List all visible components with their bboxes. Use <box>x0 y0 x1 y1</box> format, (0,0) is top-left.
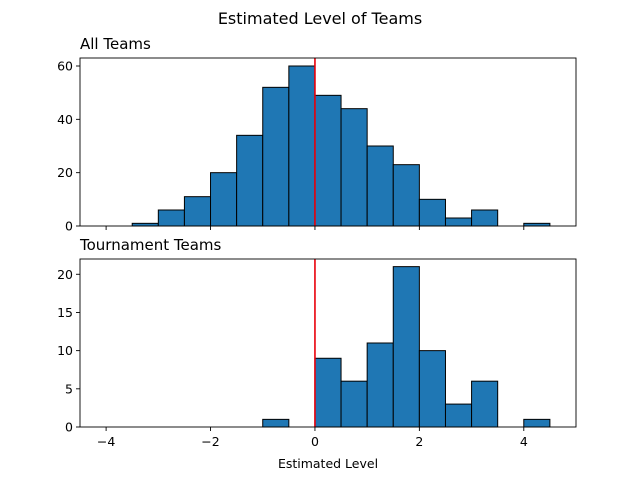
x-tick-label: −2 <box>201 434 219 449</box>
panel-title-all-teams: All Teams <box>80 35 151 53</box>
x-tick-label: 0 <box>311 434 319 449</box>
histogram-bar <box>366 145 394 227</box>
histogram-bar <box>340 108 368 227</box>
histogram-bar <box>262 418 290 428</box>
histogram-bar <box>210 172 238 227</box>
histogram-bar <box>183 196 212 227</box>
y-tick-label: 0 <box>65 420 73 435</box>
histogram-bar <box>418 350 446 428</box>
histogram-bar <box>392 266 420 428</box>
panel-all-teams: All Teams 0 20 40 60 <box>57 35 577 234</box>
histogram-bar <box>314 94 342 227</box>
histogram-bar <box>471 380 499 428</box>
panel-title-tournament-teams: Tournament Teams <box>79 236 222 254</box>
x-tick-label: 2 <box>415 434 423 449</box>
histogram-bar <box>392 164 420 227</box>
y-tick-label: 10 <box>57 343 73 358</box>
x-tick-label: −4 <box>97 434 115 449</box>
figure-title: Estimated Level of Teams <box>218 9 422 28</box>
x-tick-label: 4 <box>520 434 528 449</box>
histogram-bar <box>471 209 499 227</box>
histogram-bar <box>157 209 185 227</box>
y-tick-label: 60 <box>57 59 73 74</box>
histogram-bar <box>262 86 290 227</box>
histogram-bar <box>366 342 394 428</box>
y-tick-label: 40 <box>57 112 73 127</box>
y-tick-label: 20 <box>57 267 73 282</box>
y-tick-label: 20 <box>57 165 73 180</box>
x-axis-label: Estimated Level <box>278 456 378 471</box>
histogram-bar <box>314 357 342 428</box>
histogram-bar <box>340 380 368 428</box>
axes-frame <box>79 258 577 428</box>
histogram-bar <box>418 198 446 227</box>
axes-frame <box>79 57 577 227</box>
histogram-bar <box>444 403 473 428</box>
panel-tournament-teams: Tournament Teams 0 5 10 15 20 −4 −2 0 2 4 <box>57 236 577 449</box>
y-tick-label: 0 <box>65 219 73 234</box>
y-tick-label: 5 <box>65 381 73 396</box>
histogram-bar <box>236 134 264 227</box>
histogram-bar <box>444 217 473 227</box>
y-tick-label: 15 <box>57 305 73 320</box>
histogram-bar <box>288 65 316 227</box>
histogram-bar <box>523 418 551 428</box>
